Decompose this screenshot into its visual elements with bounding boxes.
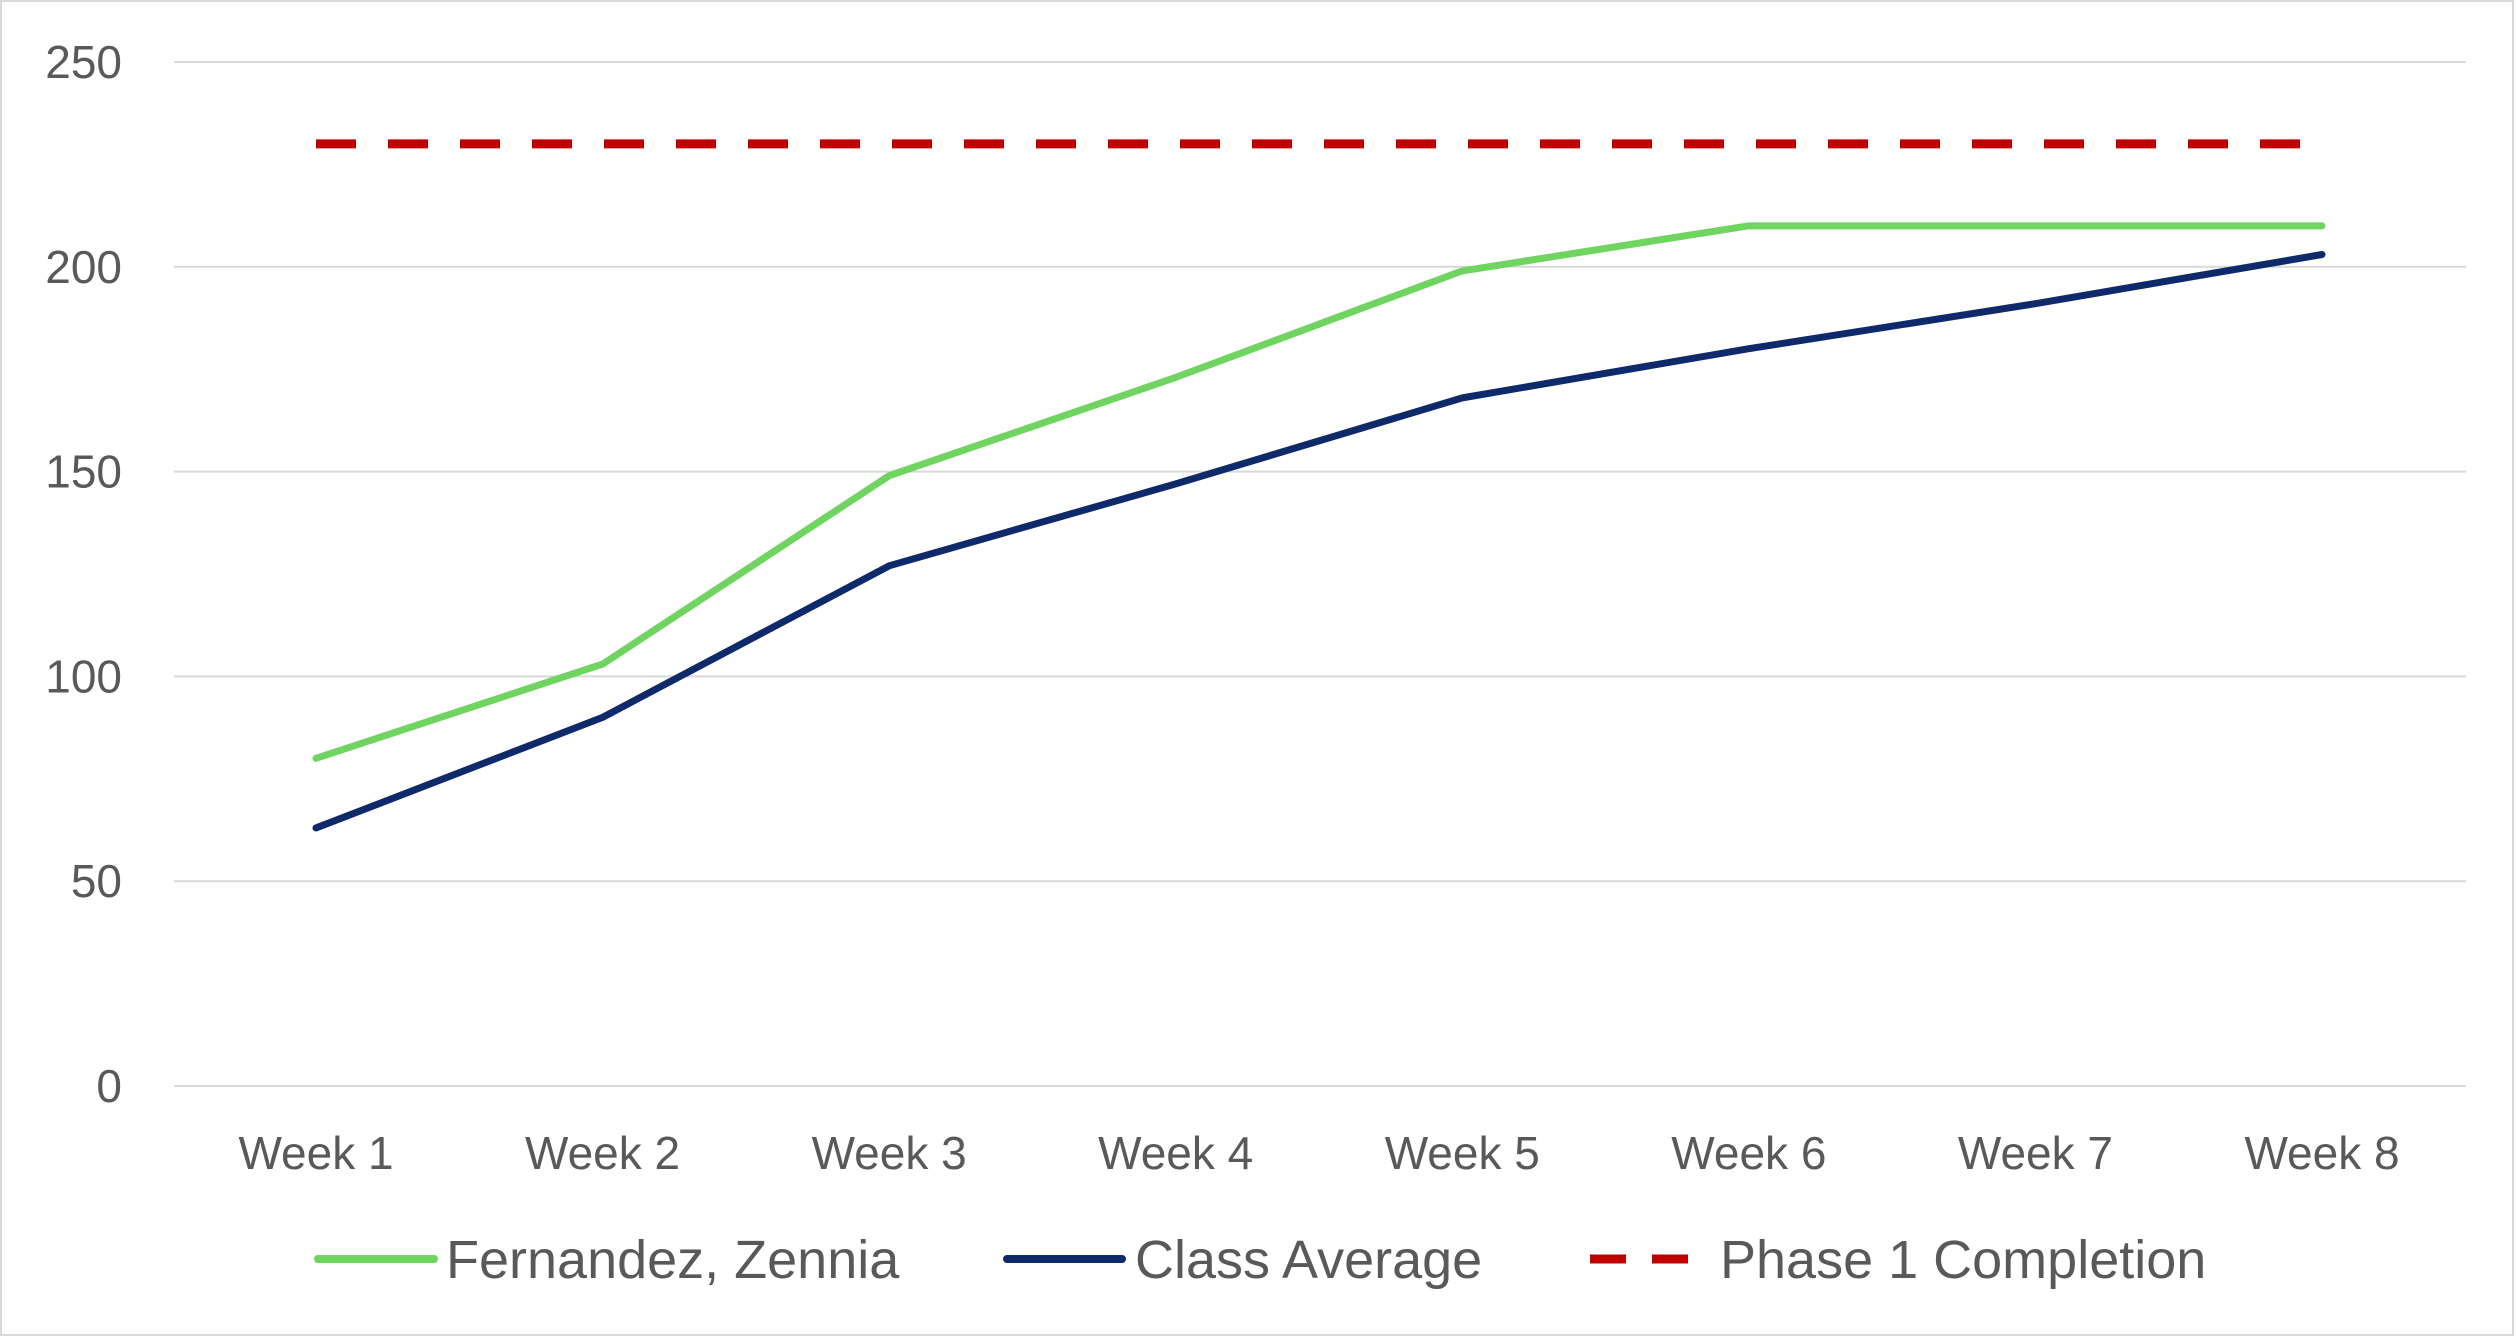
x-tick-label: Week 2 xyxy=(525,1127,680,1179)
y-tick-label: 150 xyxy=(45,446,122,498)
x-tick-label: Week 8 xyxy=(2244,1127,2399,1179)
x-tick-label: Week 6 xyxy=(1671,1127,1826,1179)
x-axis-ticks: Week 1 Week 2 Week 3 Week 4 Week 5 Week 6 Week… xyxy=(238,1127,2399,1179)
y-tick-label: 0 xyxy=(96,1060,122,1112)
x-tick-label: Week 7 xyxy=(1958,1127,2113,1179)
legend-label: Phase 1 Completion xyxy=(1720,1230,2206,1290)
y-tick-label: 200 xyxy=(45,241,122,293)
y-tick-label: 250 xyxy=(45,36,122,88)
y-axis-ticks: 0 50 100 150 200 250 xyxy=(45,36,122,1112)
gridlines xyxy=(174,62,2466,1086)
y-tick-label: 100 xyxy=(45,650,122,702)
x-tick-label: Week 3 xyxy=(812,1127,967,1179)
x-tick-label: Week 4 xyxy=(1098,1127,1253,1179)
legend-label: Class Average xyxy=(1135,1230,1482,1290)
series-line-1 xyxy=(316,255,2322,828)
legend: Fernandez, Zennia Class Average Phase 1 Co… xyxy=(318,1230,2206,1290)
x-tick-label: Week 1 xyxy=(238,1127,393,1179)
x-tick-label: Week 5 xyxy=(1385,1127,1540,1179)
y-tick-label: 50 xyxy=(71,855,122,907)
series-lines xyxy=(316,144,2322,828)
legend-label: Fernandez, Zennia xyxy=(446,1230,900,1290)
